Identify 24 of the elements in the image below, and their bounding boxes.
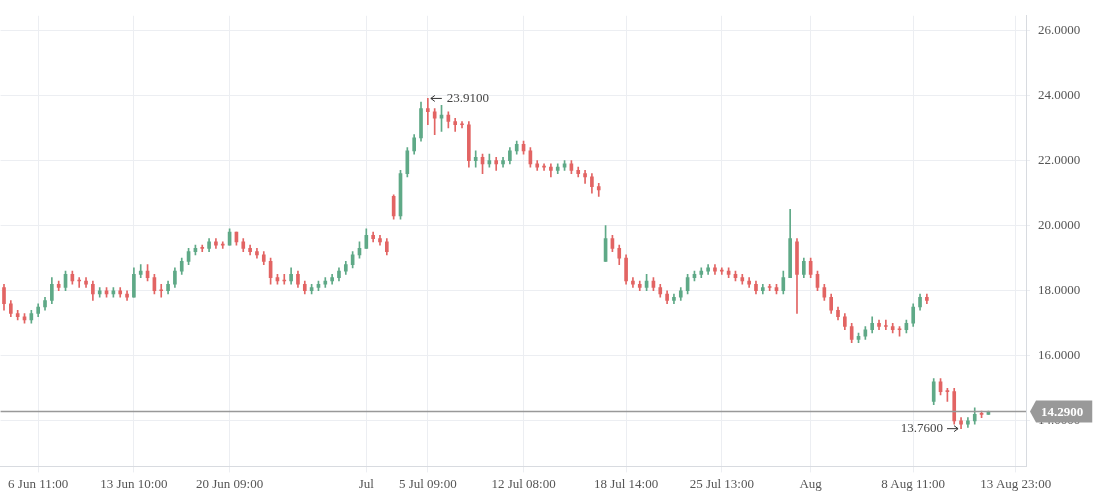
- candlestick: [426, 98, 430, 126]
- y-tick-label: 18.0000: [1038, 282, 1081, 298]
- x-tick-label: 20 Jun 09:00: [196, 475, 264, 491]
- candlestick: [473, 150, 478, 168]
- y-tick-label: 16.0000: [1038, 347, 1081, 363]
- annotation: 13.7600: [900, 420, 944, 436]
- x-tick-label: 12 Jul 08:00: [491, 475, 556, 491]
- y-tick-label: 20.0000: [1038, 217, 1081, 233]
- candlestick: [884, 319, 888, 331]
- y-tick-label: 22.0000: [1038, 152, 1081, 167]
- x-tick-label: Aug: [799, 475, 823, 491]
- y-tick-label: 26.0000: [1038, 21, 1081, 37]
- ref-line-label: 14.2900: [1041, 403, 1084, 419]
- x-tick-label: 13 Aug 23:00: [980, 475, 1052, 491]
- x-tick-label: Jul: [358, 475, 375, 491]
- x-tick-label: 5 Jul 09:00: [398, 475, 457, 491]
- x-tick-label: 13 Jun 10:00: [100, 475, 168, 491]
- x-tick-label: 18 Jul 14:00: [593, 475, 659, 491]
- y-tick-label: 24.0000: [1038, 86, 1081, 102]
- x-tick-label: 8 Aug 11:00: [881, 475, 946, 491]
- annotation: 23.9100: [446, 89, 490, 105]
- x-tick-label: 25 Jul 13:00: [689, 475, 754, 491]
- candlestick: [159, 283, 164, 298]
- x-tick-label: 6 Jun 11:00: [8, 475, 69, 491]
